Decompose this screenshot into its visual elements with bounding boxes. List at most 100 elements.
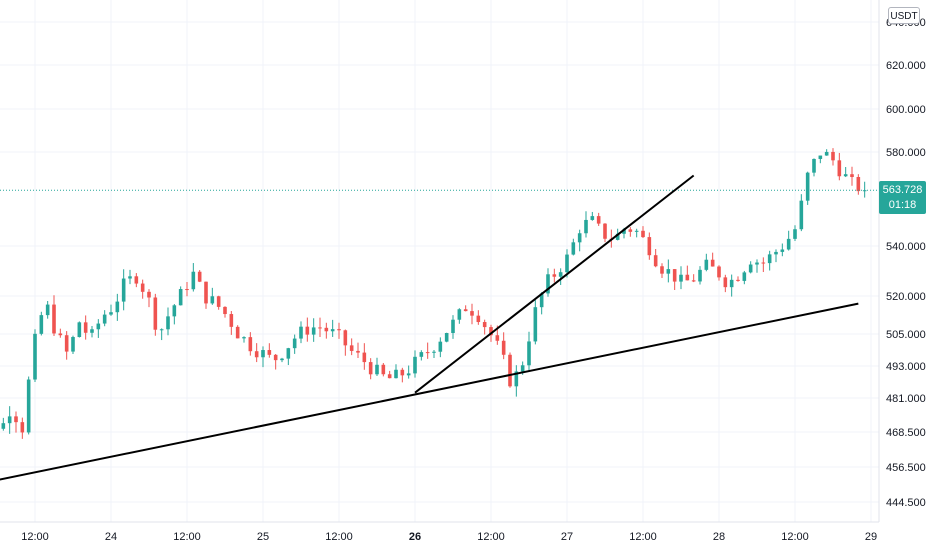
candle-down bbox=[83, 322, 88, 333]
candle-down bbox=[672, 269, 677, 282]
candle-down bbox=[717, 266, 721, 278]
candle-up bbox=[824, 151, 829, 156]
candle-down bbox=[267, 350, 272, 355]
candle-down bbox=[153, 297, 158, 330]
candle-down bbox=[381, 364, 386, 375]
candle-up bbox=[786, 238, 791, 250]
candle-down bbox=[850, 174, 854, 178]
y-tick-label: 600.000 bbox=[886, 104, 926, 116]
candle-up bbox=[115, 301, 120, 313]
candle-down bbox=[400, 369, 405, 376]
candle-down bbox=[856, 177, 861, 192]
y-tick-label: 481.000 bbox=[886, 393, 926, 405]
candle-up bbox=[704, 259, 709, 270]
candle-down bbox=[204, 281, 208, 304]
candle-up bbox=[242, 337, 246, 339]
candle-up bbox=[45, 304, 50, 316]
candle-up bbox=[793, 229, 797, 239]
candle-up bbox=[33, 333, 37, 380]
time-scale: 12:00 24 12:00 25 12:00 26 12:00 27 12:00 28 12:00… bbox=[21, 531, 877, 543]
candle-up bbox=[406, 373, 411, 376]
x-tick-label: 12:00 bbox=[477, 531, 505, 543]
candle-up bbox=[774, 251, 778, 255]
y-tick-label: 620.000 bbox=[886, 60, 926, 72]
currency-badge[interactable]: USDT bbox=[888, 7, 920, 24]
x-tick-label: 12:00 bbox=[325, 531, 353, 543]
candle-down bbox=[134, 276, 139, 284]
candle-up bbox=[394, 369, 398, 379]
candle-down bbox=[387, 374, 392, 379]
y-tick-label: 468.500 bbox=[886, 427, 926, 439]
candle-down bbox=[501, 340, 506, 355]
candle-down bbox=[58, 333, 63, 336]
x-tick-label: 12:00 bbox=[21, 531, 49, 543]
candle-up bbox=[679, 274, 683, 282]
y-tick-label: 580.000 bbox=[886, 147, 926, 159]
candle-up bbox=[615, 233, 620, 240]
candle-down bbox=[603, 223, 607, 239]
candle-up bbox=[514, 371, 519, 387]
candle-up bbox=[432, 351, 436, 353]
candle-up bbox=[742, 272, 747, 281]
candle-up bbox=[71, 337, 75, 352]
candle-down bbox=[185, 289, 189, 291]
candle-down bbox=[216, 296, 221, 307]
candle-down bbox=[349, 345, 354, 351]
candle-up bbox=[590, 216, 595, 220]
candle-up bbox=[812, 158, 816, 173]
candle-up bbox=[375, 364, 379, 375]
candle-down bbox=[641, 230, 645, 238]
trendline-lower bbox=[0, 302, 859, 481]
candle-up bbox=[527, 341, 531, 366]
candle-down bbox=[324, 327, 329, 332]
candle-up bbox=[413, 356, 417, 374]
candle-down bbox=[495, 335, 500, 341]
x-tick-label: 24 bbox=[105, 531, 117, 543]
y-tick-label: 456.500 bbox=[886, 462, 926, 474]
trendline-upper bbox=[414, 174, 695, 394]
y-tick-label: 505.000 bbox=[886, 329, 926, 341]
chart-grid bbox=[0, 0, 879, 522]
last-price-value: 563.728 bbox=[882, 184, 923, 196]
candle-down bbox=[223, 306, 227, 315]
price-scale: 640.000620.000600.000580.000540.000520.0… bbox=[886, 17, 926, 509]
candle-up bbox=[280, 358, 284, 361]
candle-up bbox=[438, 341, 443, 352]
candle-up bbox=[546, 274, 550, 294]
candle-up bbox=[121, 278, 126, 302]
candle-down bbox=[248, 337, 253, 352]
candle-up bbox=[767, 254, 772, 264]
candle-up bbox=[102, 314, 107, 324]
candle-down bbox=[596, 216, 601, 224]
y-tick-label: 493.000 bbox=[886, 361, 926, 373]
candle-down bbox=[761, 262, 766, 264]
x-tick-label: 27 bbox=[561, 531, 573, 543]
candle-up bbox=[172, 305, 177, 317]
candlestick-series bbox=[1, 148, 867, 439]
candle-up bbox=[39, 315, 44, 334]
candle-down bbox=[235, 326, 240, 339]
candle-up bbox=[90, 329, 94, 333]
candle-up bbox=[166, 316, 170, 330]
candle-down bbox=[197, 271, 202, 282]
candle-down bbox=[147, 291, 151, 298]
candle-up bbox=[210, 296, 215, 304]
x-tick-label: 12:00 bbox=[629, 531, 657, 543]
candle-up bbox=[571, 242, 576, 255]
candle-up bbox=[451, 319, 455, 334]
bar-countdown: 01:18 bbox=[888, 199, 917, 211]
candle-down bbox=[52, 304, 56, 334]
candle-down bbox=[837, 160, 842, 177]
candle-down bbox=[736, 279, 740, 281]
candle-down bbox=[552, 274, 557, 277]
candle-up bbox=[520, 365, 525, 372]
candle-down bbox=[685, 274, 690, 281]
candle-down bbox=[508, 354, 512, 387]
candle-up bbox=[261, 350, 265, 358]
candle-up bbox=[286, 348, 291, 359]
y-tick-label: 520.000 bbox=[886, 291, 926, 303]
candle-down bbox=[647, 237, 652, 256]
candle-down bbox=[691, 280, 696, 282]
candle-up bbox=[419, 352, 424, 357]
